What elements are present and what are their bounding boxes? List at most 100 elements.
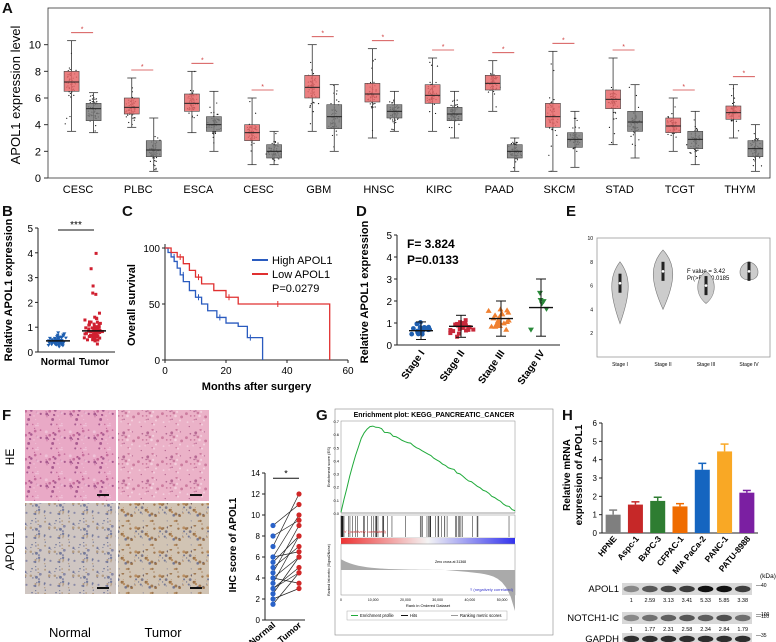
data-point: [154, 135, 156, 138]
data-point: [98, 336, 102, 340]
kda-label: (kDa): [760, 573, 776, 580]
data-point: [152, 157, 154, 159]
data-point: [753, 159, 755, 161]
data-point: [374, 58, 376, 61]
x-tick-label: KIRC: [426, 184, 452, 196]
data-point: [212, 136, 214, 138]
data-point: [91, 291, 95, 295]
data-point: [467, 325, 472, 330]
x-tick-label: STAD: [605, 184, 634, 196]
data-point: [391, 128, 393, 130]
data-point: [429, 81, 431, 83]
data-point: [317, 102, 320, 105]
normal-point: [270, 601, 276, 607]
band-value: 5.33: [700, 598, 711, 604]
data-point: [336, 99, 338, 101]
data-point: [90, 326, 94, 330]
y-tick-label: 6: [256, 553, 261, 562]
histology-image: [118, 410, 209, 501]
data-point: [155, 167, 157, 169]
blot-band: [697, 635, 714, 642]
tumor-point: [296, 543, 302, 550]
data-point: [451, 329, 456, 334]
band-value: 3.38: [737, 598, 748, 604]
data-point: [493, 93, 496, 95]
data-point: [733, 97, 736, 99]
data-point: [46, 344, 51, 348]
y-tick-label: 0: [154, 356, 160, 367]
tumor-point: [296, 517, 302, 523]
panel-label-c: C: [122, 203, 133, 220]
normal-point: [270, 564, 276, 571]
x-axis-label: Months after surgery: [202, 381, 312, 393]
data-point: [96, 338, 100, 342]
data-point: [418, 320, 423, 325]
data-point: [463, 321, 468, 326]
data-point: [91, 94, 93, 96]
plot-frame: [47, 7, 771, 179]
panel-label-g: G: [316, 407, 328, 424]
data-point: [493, 321, 500, 327]
data-point: [312, 101, 314, 103]
data-point: [87, 327, 91, 331]
x-tick-label: PAAD: [485, 184, 514, 196]
data-point: [94, 335, 98, 339]
bar-aspc-1: [627, 504, 643, 533]
data-point: [84, 331, 88, 335]
histology-image: [25, 410, 116, 501]
data-point: [689, 152, 691, 154]
data-point: [86, 338, 90, 342]
data-point: [610, 141, 613, 144]
sig-star: *: [743, 71, 746, 78]
data-point: [212, 132, 214, 134]
y-tick-label: 4: [27, 249, 33, 260]
x-tick-label: 60: [342, 366, 354, 377]
blot-band: [716, 614, 732, 622]
data-point: [448, 328, 453, 333]
y-tick-label: 2: [593, 492, 598, 501]
y-tick-label: 6: [35, 93, 41, 105]
panel-label-d: D: [356, 203, 367, 220]
data-point: [369, 103, 371, 105]
data-point: [83, 318, 87, 322]
sig-star: *: [81, 27, 84, 34]
p-value: P=0.0279: [272, 283, 319, 295]
sig-star: *: [201, 57, 204, 64]
y-tick-label: 6: [590, 284, 593, 290]
data-point: [674, 106, 676, 108]
y-axis-label: Overall survival: [126, 264, 138, 346]
normal-point: [270, 596, 276, 602]
data-point: [455, 104, 457, 106]
data-point: [391, 102, 393, 104]
data-point: [196, 114, 198, 116]
data-point: [372, 103, 375, 105]
data-point: [757, 138, 759, 140]
data-point: [429, 111, 431, 113]
x-tick-label: 40,000: [465, 598, 476, 602]
data-point: [731, 102, 734, 105]
box-tumor: [184, 93, 200, 112]
data-point: [485, 307, 492, 313]
y-tick-label: 5: [386, 231, 392, 242]
data-point: [540, 299, 547, 305]
y-axis-label: Relative APOL1 expression: [3, 218, 15, 361]
data-point: [610, 86, 613, 89]
data-point: [61, 334, 66, 338]
data-point: [89, 320, 93, 324]
bar-panc-1: [717, 451, 733, 533]
data-point: [188, 112, 190, 114]
data-point: [409, 331, 415, 337]
data-point: [392, 102, 394, 104]
data-point: [458, 320, 463, 325]
band-value: 1.79: [737, 627, 748, 633]
data-point: [309, 104, 311, 107]
box-tumor: [364, 83, 381, 103]
band-value: 2.34: [700, 627, 711, 633]
data-point: [457, 327, 462, 332]
col-label-tumor: Tumor: [144, 625, 182, 640]
tumor-point: [296, 585, 302, 592]
x-tick-label: 0: [340, 598, 342, 602]
y-tick-label: 0.1: [333, 498, 339, 503]
y-tick-label: 8: [35, 66, 41, 78]
data-point: [628, 86, 630, 88]
